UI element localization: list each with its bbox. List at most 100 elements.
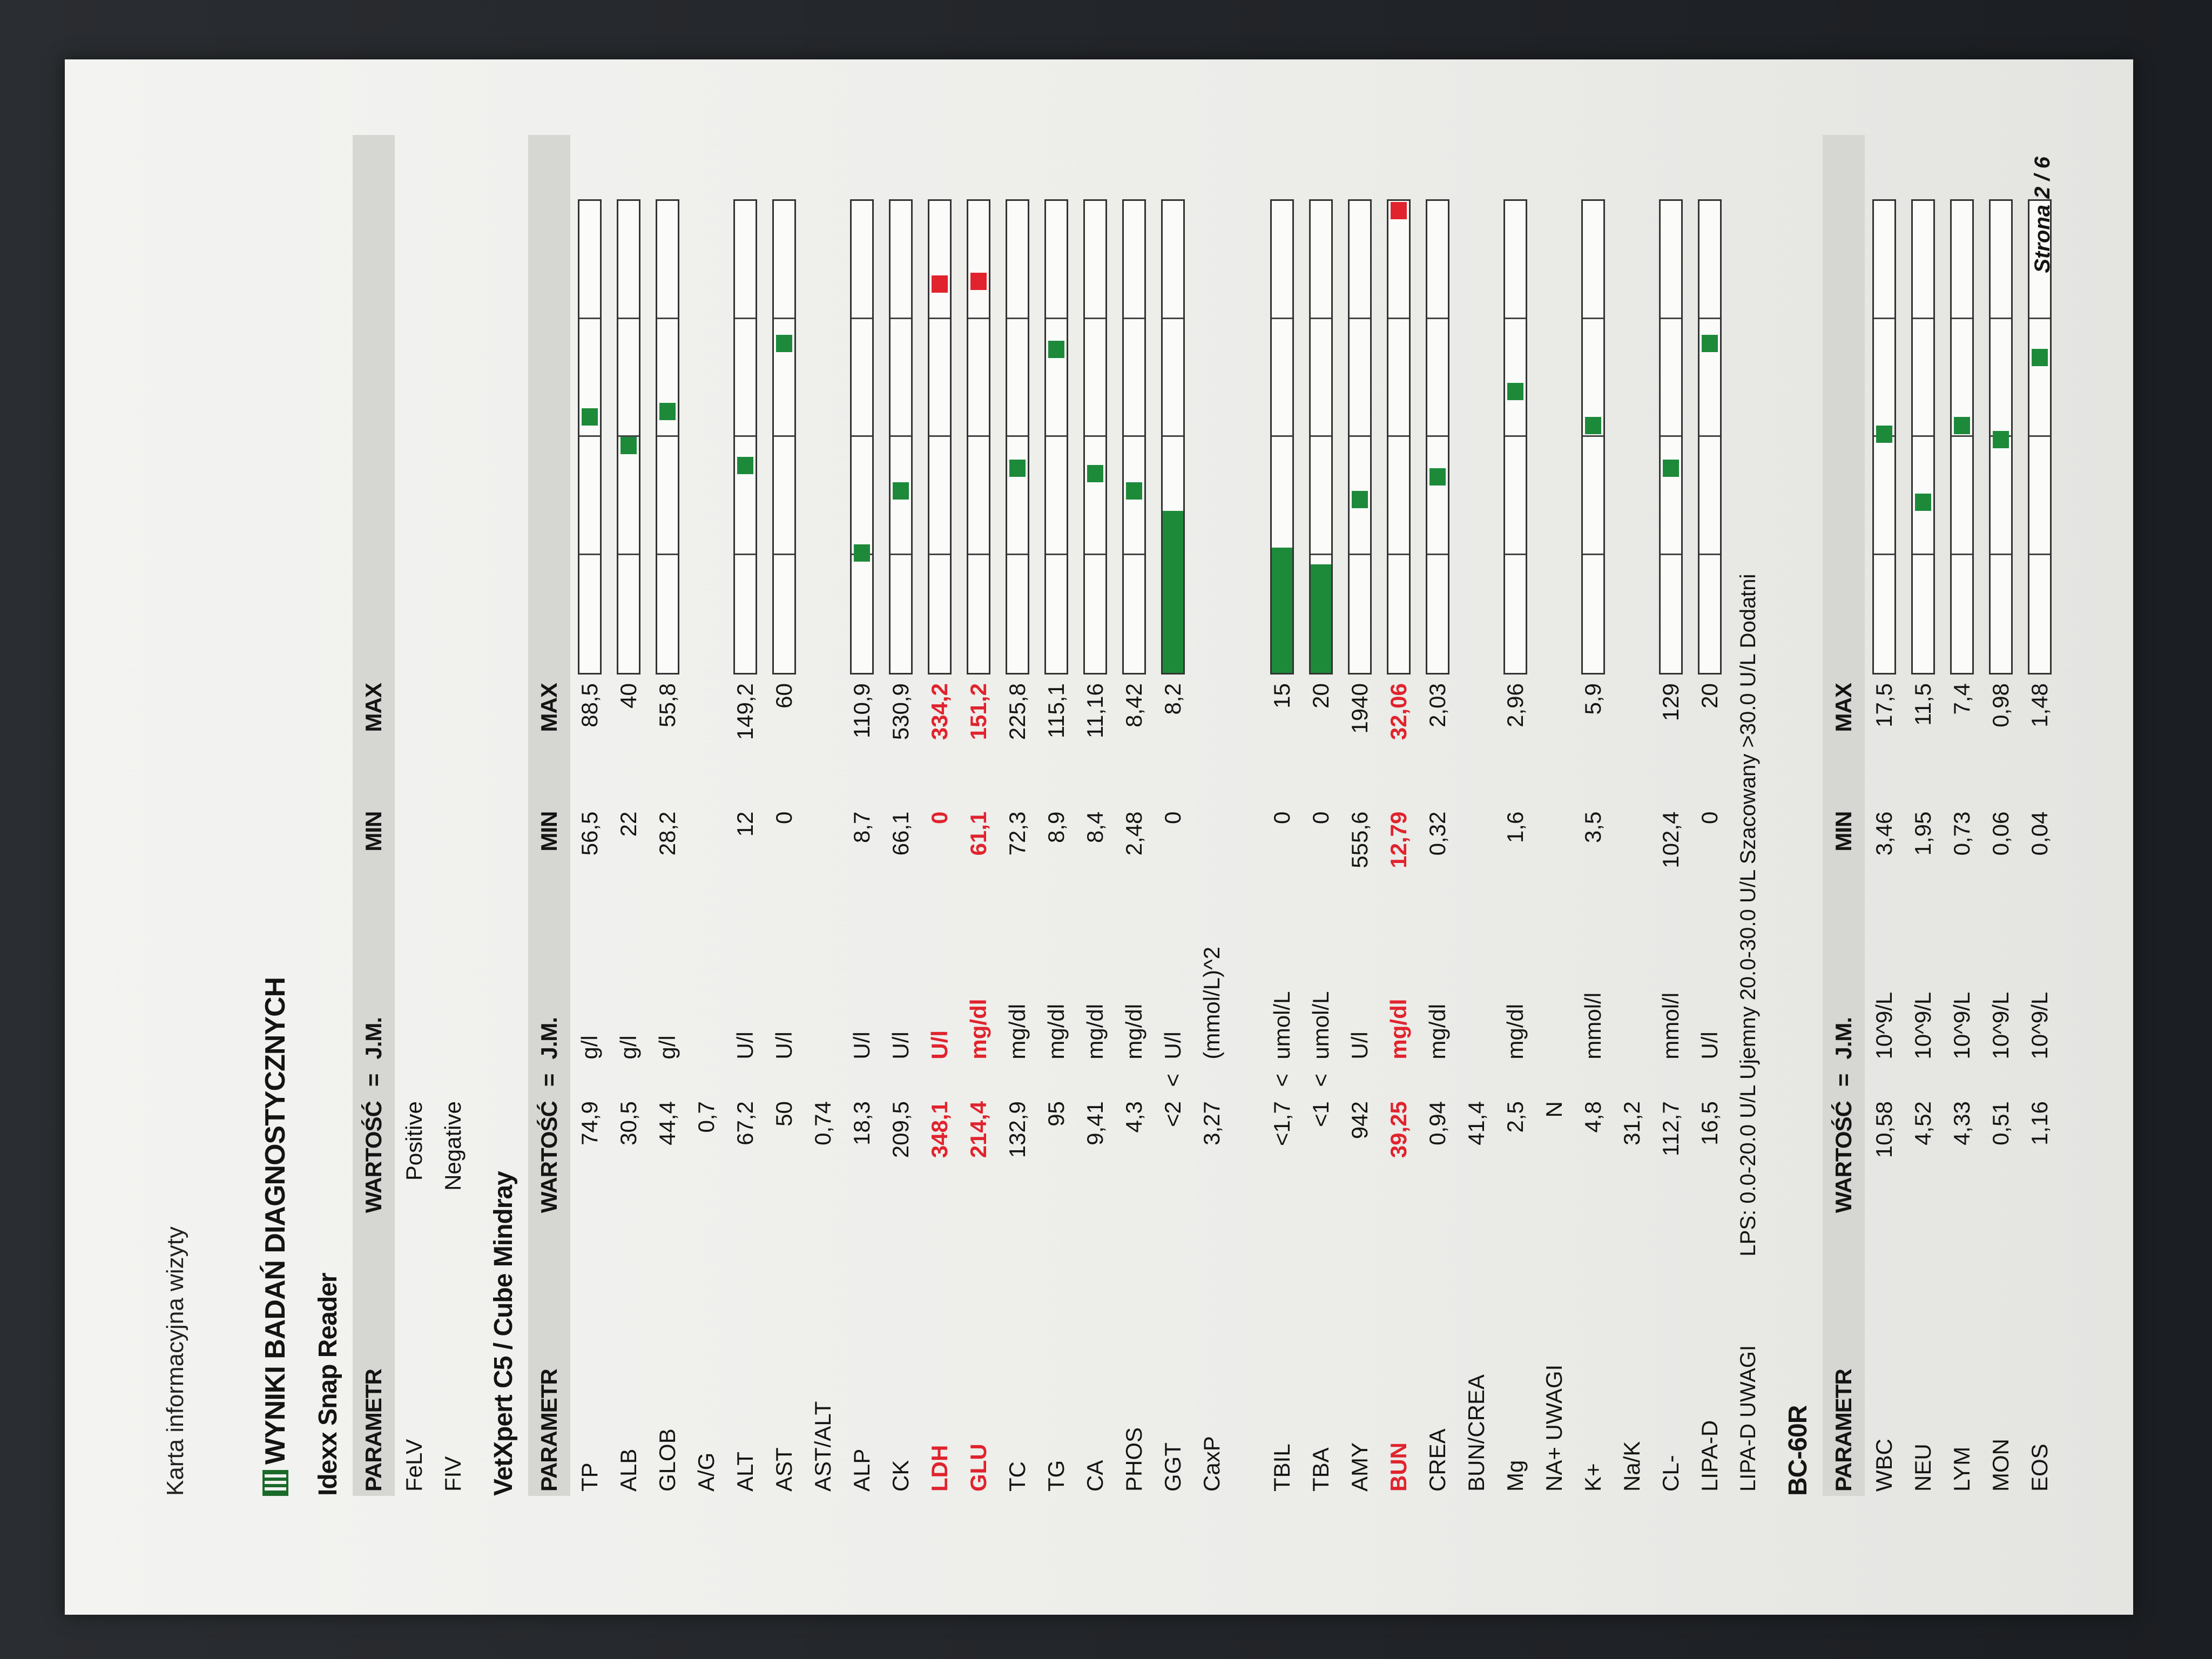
param-flag	[1457, 1064, 1496, 1097]
range-bar	[889, 199, 913, 675]
param-min: 0,04	[2027, 811, 2052, 856]
param-max: 7,4	[1949, 683, 1974, 715]
param-min: 8,7	[849, 811, 874, 844]
param-max	[1457, 679, 1496, 807]
range-bar-marker	[776, 335, 792, 353]
param-min	[1192, 807, 1231, 923]
param-value: 16,5	[1697, 1101, 1722, 1145]
range-bar-cell	[1865, 135, 1904, 679]
param-name: LDH	[927, 1445, 952, 1492]
range-bar-tick	[1350, 435, 1370, 437]
range-bar-cell	[648, 135, 687, 679]
table-row: LDH 348,1 U/l 0 334,2	[920, 135, 959, 1496]
range-bar-tick	[891, 553, 911, 555]
range-bar-tick	[1163, 435, 1183, 437]
param-unit: mg/dl	[1004, 1003, 1030, 1060]
range-bar-cell	[1037, 135, 1076, 679]
range-bar-tick	[1046, 317, 1067, 319]
header-max: MAX	[353, 679, 395, 807]
range-bar-marker	[1585, 417, 1601, 435]
range-bar-tick	[1350, 553, 1370, 555]
bc60r-rows: WBC 10,58 10^9/L 3,46 17,5 NEU 4,52 10^9/L 1,95 1…	[1865, 135, 2059, 1496]
param-value: 39,25	[1386, 1101, 1411, 1158]
param-name: TBIL	[1269, 1444, 1294, 1492]
param-min: 0,73	[1949, 811, 1974, 856]
param-name: NEU	[1910, 1444, 1936, 1492]
header-min: MIN	[353, 807, 395, 924]
range-bar-cell	[1904, 135, 1943, 679]
param-unit: U/l	[927, 1030, 952, 1060]
param-unit: mg/dl	[966, 999, 991, 1060]
param-unit: g/l	[655, 1035, 680, 1060]
param-name: Mg	[1502, 1460, 1528, 1492]
header-flag: =	[528, 1063, 570, 1097]
range-bar	[928, 199, 952, 675]
param-flag	[1076, 1064, 1115, 1097]
range-bar-tick	[891, 435, 911, 437]
range-bar-tick	[968, 553, 989, 555]
param-name: AMY	[1347, 1442, 1372, 1492]
range-bar-marker	[1507, 383, 1523, 401]
table-row: AST 50 U/l 0 60	[765, 135, 804, 1496]
range-bar-tick	[1583, 317, 1603, 319]
header-flag: =	[353, 1063, 395, 1097]
param-value: 112,7	[1658, 1101, 1683, 1157]
range-bar-tick	[1700, 435, 1720, 437]
param-value: 209,5	[888, 1101, 913, 1158]
param-max: 530,9	[888, 683, 913, 740]
range-bar	[1989, 199, 2013, 675]
range-bar-tick	[1311, 435, 1331, 437]
param-flag	[726, 1064, 765, 1097]
param-flag	[959, 1064, 998, 1097]
param-name: GGT	[1160, 1442, 1185, 1492]
param-value: 4,33	[1949, 1101, 1974, 1145]
range-bar	[1083, 199, 1107, 675]
range-bar-cell	[1340, 135, 1379, 679]
range-bar-tick	[1913, 553, 1933, 555]
range-bar-cell	[1535, 135, 1574, 679]
page-indicator: Strona 2 / 6	[2031, 157, 2054, 273]
param-unit: mg/dl	[1043, 1003, 1069, 1060]
param-value: 214,4	[966, 1101, 991, 1158]
header-unit: J.M.	[1823, 923, 1865, 1064]
param-unit: U/l	[771, 1031, 797, 1060]
range-bar-marker	[737, 456, 753, 474]
range-bar	[1348, 199, 1372, 675]
param-max: 1940	[1347, 683, 1372, 734]
param-name: A/G	[693, 1452, 719, 1492]
param-value: <1,7	[1269, 1101, 1294, 1147]
header-param: PARAMETR	[353, 1260, 395, 1496]
table-row: WBC 10,58 10^9/L 3,46 17,5	[1865, 135, 1904, 1496]
range-bar-marker	[2032, 349, 2048, 367]
snap-reader-title: Idexx Snap Reader	[314, 1273, 342, 1496]
range-bar	[656, 199, 679, 675]
param-name: LYM	[1949, 1446, 1974, 1492]
header-unit: J.M.	[528, 923, 570, 1064]
param-value: 0,51	[1988, 1101, 2013, 1145]
param-name: GLU	[966, 1444, 991, 1492]
param-flag	[842, 1064, 881, 1097]
range-bar-tick	[891, 317, 911, 319]
param-min: 555,6	[1347, 811, 1372, 868]
range-bar-fill	[1272, 547, 1292, 673]
param-min: 0	[1308, 811, 1333, 824]
table-row: LIPA-D 16,5 U/l 0 20	[1690, 135, 1729, 1496]
param-unit: 10^9/L	[2027, 992, 2052, 1060]
table-row: BUN 39,25 mg/dl 12,79 32,06	[1379, 135, 1418, 1496]
param-max: 60	[771, 683, 797, 709]
document-title: Karta informacyjna wizyty	[162, 1226, 188, 1496]
param-flag	[1340, 1064, 1379, 1097]
param-min: 3,46	[1871, 811, 1897, 856]
param-flag	[1496, 1064, 1535, 1097]
param-flag: <	[1269, 1074, 1294, 1087]
range-bar-tick	[1124, 435, 1144, 437]
range-bar	[772, 199, 796, 675]
report-page: Karta informacyjna wizyty WYNIKI BADAŃ D…	[65, 59, 2133, 1615]
param-name: Na/K	[1619, 1441, 1644, 1492]
param-max	[1613, 679, 1651, 807]
param-value: 348,1	[927, 1101, 952, 1158]
param-unit: 10^9/L	[1910, 992, 1936, 1060]
range-bar	[733, 199, 757, 675]
param-value: 942	[1347, 1101, 1372, 1139]
note-param: LIPA-D UWAGI	[1736, 1345, 1760, 1492]
